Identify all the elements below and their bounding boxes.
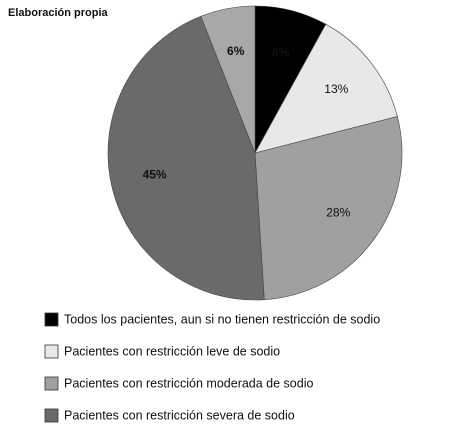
legend-swatch — [44, 344, 59, 359]
legend-label: Pacientes con restricción moderada de so… — [64, 376, 313, 390]
legend-label: Pacientes con restricción leve de sodio — [64, 344, 280, 358]
value-label: 28% — [326, 206, 350, 220]
legend-swatch — [44, 376, 59, 391]
value-label: 6% — [227, 44, 245, 58]
legend-swatch — [44, 312, 59, 327]
value-label: 8% — [272, 46, 290, 60]
pie-slice — [200, 5, 256, 154]
legend-label: Todos los pacientes, aun si no tienen re… — [64, 312, 380, 326]
pie-slice — [254, 23, 398, 154]
legend-label: Pacientes con restricción severa de sodi… — [64, 408, 295, 422]
legend-swatch — [44, 408, 59, 423]
chart-title: Elaboración propia — [8, 7, 109, 19]
value-label: 13% — [324, 82, 348, 96]
pie-slice — [254, 116, 403, 301]
pie-slice — [107, 15, 265, 301]
value-label: 45% — [143, 168, 167, 182]
